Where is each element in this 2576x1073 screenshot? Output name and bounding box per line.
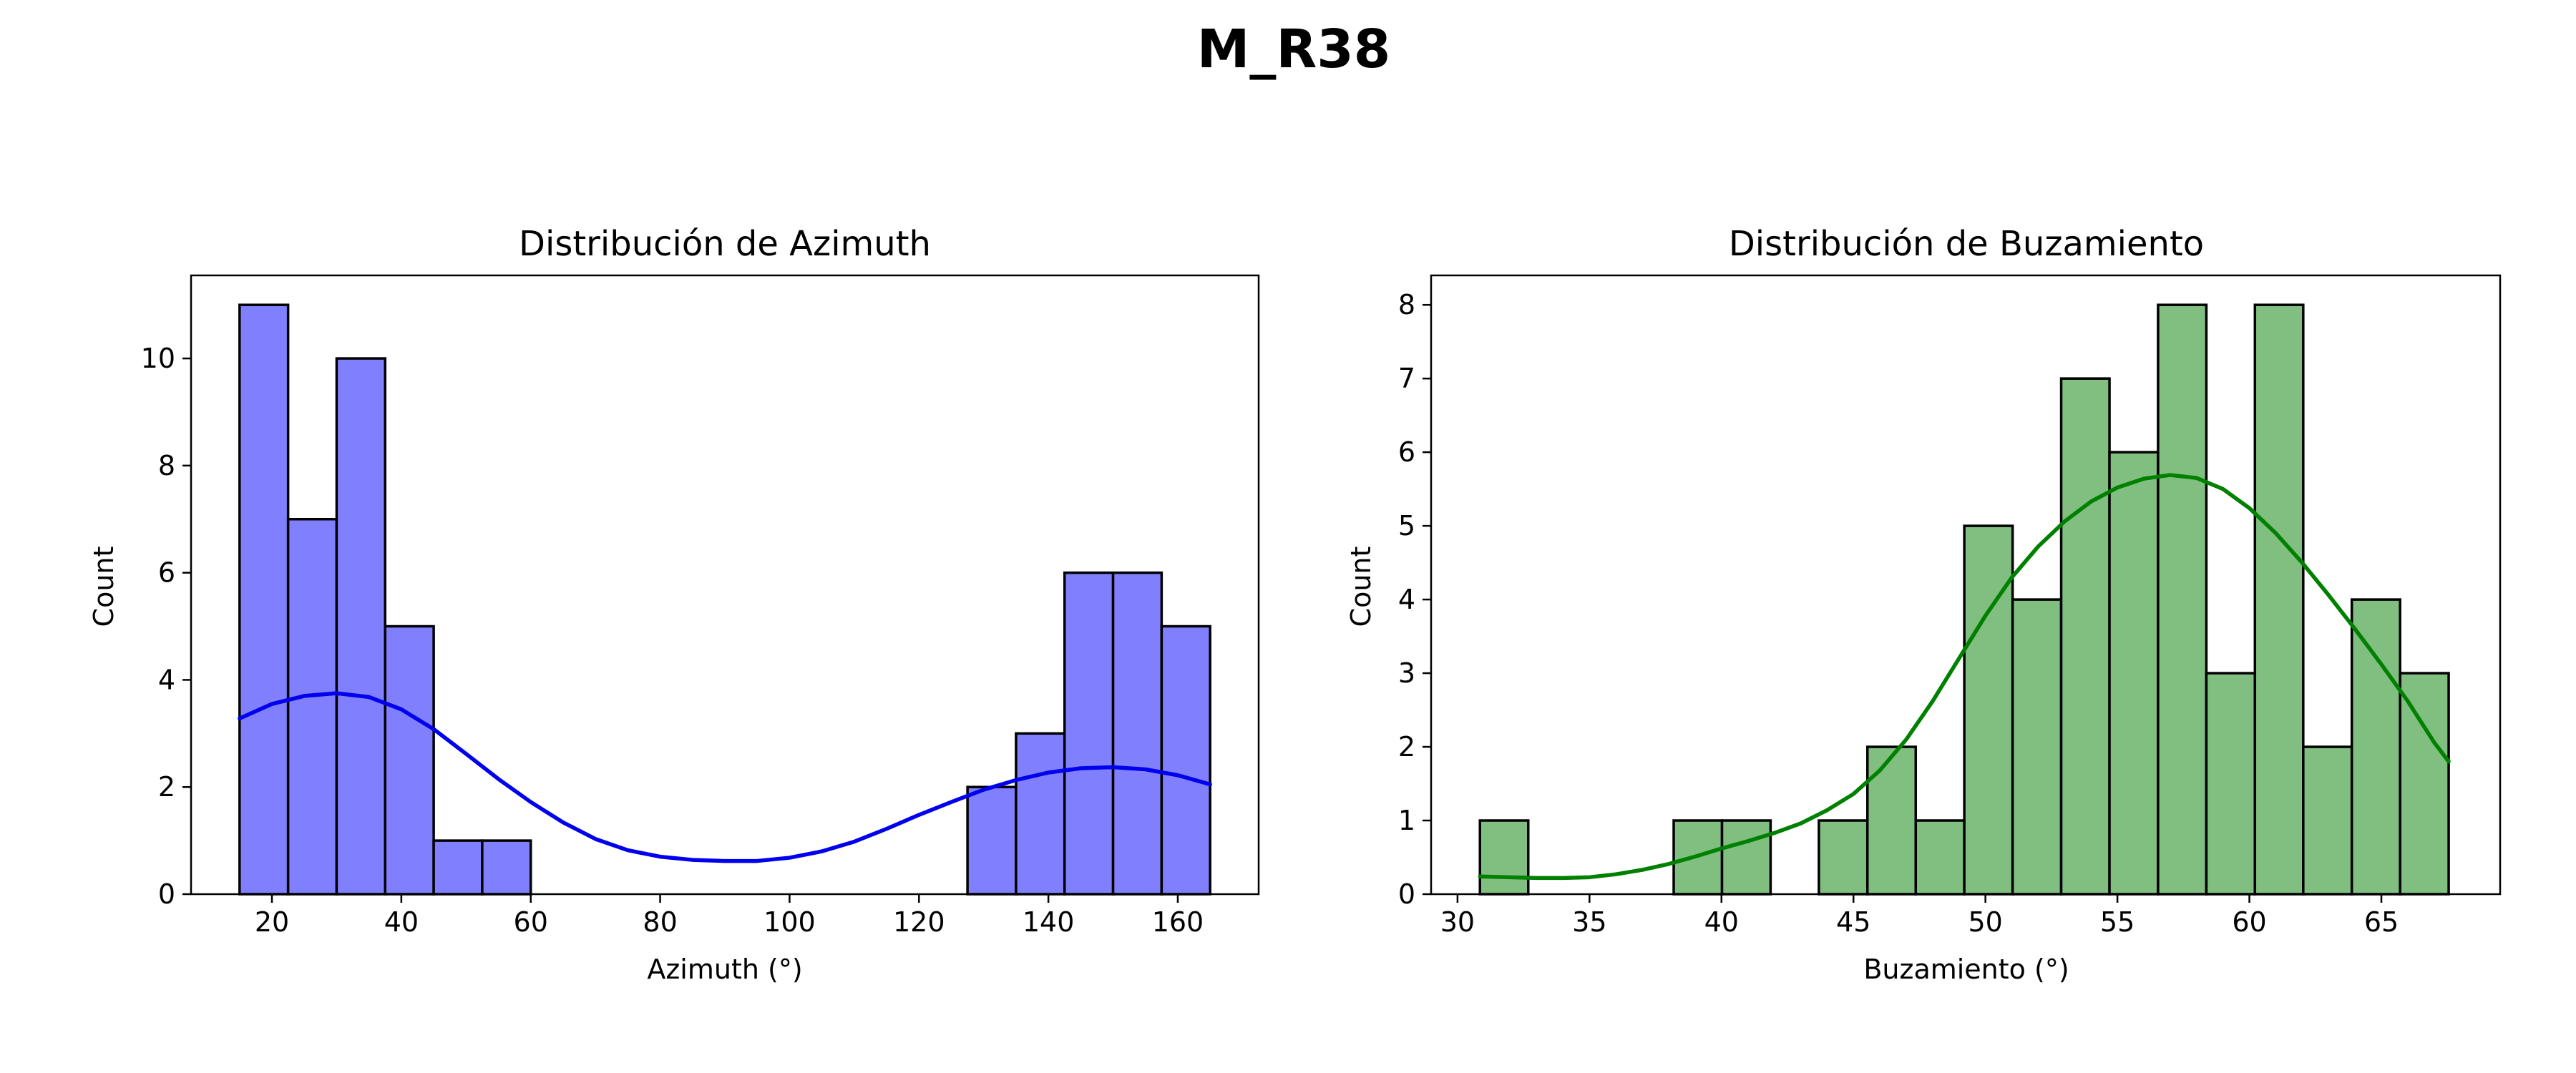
histogram-bar <box>1866 745 1918 896</box>
histogram-bar <box>238 303 290 896</box>
x-tick-label: 40 <box>1704 906 1739 938</box>
histogram-bar <box>384 624 435 896</box>
y-tick-label: 3 <box>1398 657 1415 689</box>
y-tick-label: 1 <box>1398 805 1415 836</box>
x-tick-label: 80 <box>643 906 677 938</box>
histogram-bar <box>1063 571 1115 896</box>
axes-frame <box>190 274 1260 896</box>
x-tick-label: 60 <box>514 906 548 938</box>
x-tick-label: 65 <box>2364 906 2399 938</box>
y-tick-label: 0 <box>1398 878 1415 910</box>
histogram-bar <box>2302 745 2353 896</box>
y-tick-label: 10 <box>141 343 175 374</box>
x-tick-label: 60 <box>2232 906 2266 938</box>
histogram-bar <box>432 839 484 896</box>
chart-title: Distribución de Azimuth <box>519 224 931 264</box>
histogram-bar <box>481 839 532 896</box>
histogram-bar <box>1963 524 2014 896</box>
y-tick-label: 5 <box>1398 510 1415 542</box>
y-tick-label: 8 <box>158 450 175 481</box>
x-tick-label: 55 <box>2100 906 2135 938</box>
histogram-bar <box>1914 819 1966 896</box>
x-tick-label: 50 <box>1968 906 2002 938</box>
x-tick-label: 30 <box>1440 906 1475 938</box>
x-axis-label: Azimuth (°) <box>647 954 802 985</box>
histogram-bar <box>335 357 387 896</box>
x-tick-label: 20 <box>255 906 289 938</box>
y-tick-label: 7 <box>1398 363 1415 394</box>
histogram-bar <box>2205 672 2257 896</box>
axes-frame <box>1430 274 2502 896</box>
y-axis-label: Count <box>1345 547 1377 627</box>
histogram-bar <box>2399 672 2450 896</box>
y-tick-label: 6 <box>1398 436 1415 468</box>
histogram-bar <box>966 785 1018 896</box>
x-tick-label: 140 <box>1023 906 1075 938</box>
x-tick-label: 160 <box>1152 906 1204 938</box>
y-tick-label: 2 <box>158 771 175 803</box>
x-tick-label: 100 <box>763 906 816 938</box>
figure-suptitle: M_R38 <box>1197 19 1391 80</box>
histogram-bar <box>1478 819 1530 896</box>
y-tick-label: 2 <box>1398 731 1415 763</box>
histogram-bar <box>2157 303 2208 896</box>
x-tick-label: 40 <box>384 906 419 938</box>
buzamiento-histogram-panel: Distribución de Buzamiento Buzamiento (°… <box>1345 224 2502 985</box>
chart-title: Distribución de Buzamiento <box>1729 224 2204 264</box>
x-tick-label: 120 <box>893 906 945 938</box>
histogram-bar <box>2350 598 2401 896</box>
x-tick-label: 35 <box>1572 906 1606 938</box>
kde-curve <box>238 691 1212 863</box>
azimuth-histogram-panel: Distribución de Azimuth Azimuth (°) Coun… <box>88 224 1260 985</box>
y-tick-label: 4 <box>158 664 175 695</box>
kde-curve <box>1478 473 2451 881</box>
histogram-bar <box>286 518 338 896</box>
histogram-bar <box>1818 819 1869 896</box>
histogram-bar <box>1111 571 1163 896</box>
y-tick-label: 0 <box>158 878 175 910</box>
y-tick-label: 4 <box>1398 584 1415 615</box>
histogram-bar <box>1015 732 1066 896</box>
histogram-bar <box>1720 819 1772 896</box>
x-axis-label: Buzamiento (°) <box>1863 954 2069 985</box>
y-tick-label: 8 <box>1398 289 1415 320</box>
x-tick-label: 45 <box>1836 906 1870 938</box>
histogram-bar <box>2011 598 2063 896</box>
histogram-bar <box>2108 451 2160 896</box>
azimuth-chart-marks: 20 40 60 80 100 120 140 160 0 2 4 6 8 10 <box>141 274 1260 938</box>
histogram-bar <box>1160 624 1211 896</box>
histogram-bar <box>2253 303 2305 896</box>
histogram-bar <box>2059 377 2111 896</box>
y-tick-label: 6 <box>158 557 175 589</box>
y-axis-label: Count <box>88 547 119 627</box>
